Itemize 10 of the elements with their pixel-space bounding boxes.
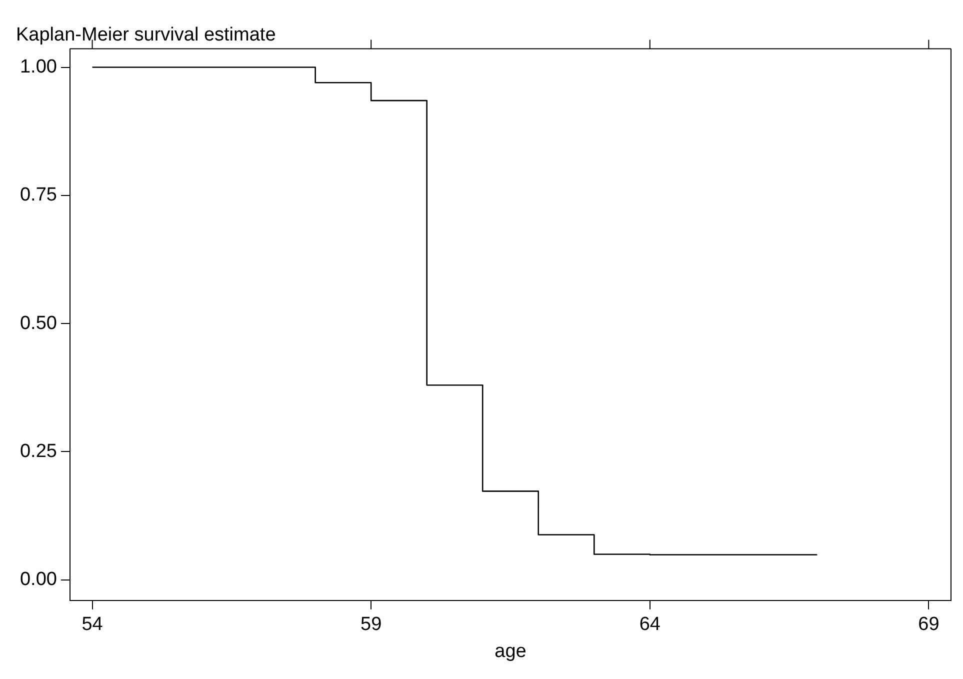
y-tick-label: 0.50	[20, 312, 57, 334]
y-tick-label: 0.00	[20, 569, 57, 590]
x-axis-title: age	[494, 640, 526, 662]
x-tick-label: 69	[918, 614, 940, 636]
x-tick-label: 54	[82, 614, 104, 636]
x-tick-label: 64	[639, 614, 661, 636]
y-tick-label: 1.00	[20, 56, 57, 78]
x-tick-label: 59	[360, 614, 382, 636]
y-tick-label: 0.75	[20, 184, 57, 206]
y-tick-label: 0.25	[20, 440, 57, 462]
